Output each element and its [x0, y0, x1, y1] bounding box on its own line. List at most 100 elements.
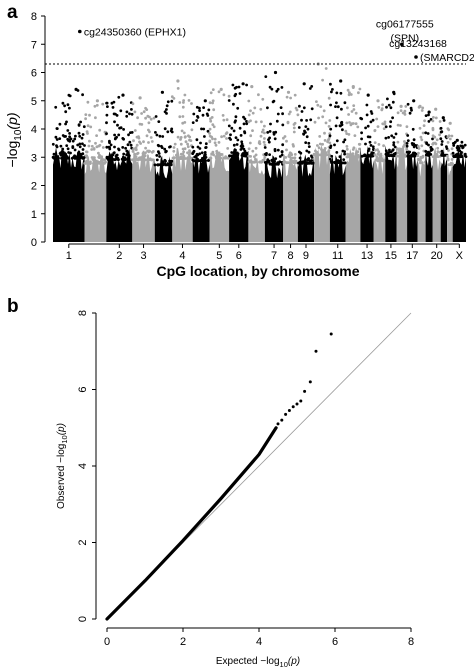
cpg-point — [218, 156, 222, 160]
x-tick-label: 4 — [179, 250, 185, 262]
cpg-point — [63, 156, 67, 160]
cpg-point — [366, 135, 370, 139]
cpg-point — [170, 95, 174, 99]
cpg-point — [200, 127, 203, 131]
cpg-point — [66, 156, 70, 160]
cpg-point — [367, 154, 371, 158]
cpg-point — [132, 147, 136, 151]
cpg-point — [373, 129, 377, 132]
cpg-point — [81, 148, 85, 151]
cpg-point — [251, 129, 254, 133]
cpg-point — [195, 138, 199, 142]
cpg-point — [421, 106, 425, 110]
cpg-point — [293, 156, 297, 160]
cpg-point — [392, 141, 396, 145]
cpg-point — [179, 152, 183, 156]
cpg-point — [160, 144, 163, 148]
cpg-point — [343, 150, 346, 154]
x-tick-label: 20 — [431, 250, 443, 262]
cpg-point — [182, 131, 186, 135]
annotation-label: (SPN) — [390, 32, 419, 44]
cpg-point — [387, 150, 391, 154]
cpg-point — [276, 148, 280, 152]
cpg-point — [283, 135, 287, 138]
cpg-point — [269, 122, 272, 126]
cpg-point — [198, 147, 202, 150]
cpg-point — [208, 139, 212, 143]
cpg-point — [95, 134, 98, 138]
qq-y-tick-label: 0 — [77, 616, 89, 622]
cpg-point — [115, 157, 119, 161]
cpg-point — [387, 136, 390, 139]
cpg-point — [234, 92, 238, 96]
cpg-point — [299, 151, 303, 155]
cpg-point — [366, 124, 370, 128]
cpg-point — [403, 140, 406, 143]
cpg-point — [413, 144, 417, 147]
cpg-point — [328, 119, 332, 122]
cpg-point — [225, 118, 229, 122]
cpg-point — [68, 132, 71, 135]
cpg-point — [310, 159, 314, 162]
cpg-point — [329, 127, 333, 131]
cpg-point — [344, 129, 348, 133]
cpg-point — [346, 106, 349, 110]
cpg-point — [342, 140, 345, 144]
cpg-point — [274, 157, 278, 161]
cpg-point — [203, 135, 206, 138]
cpg-point — [125, 153, 128, 157]
cpg-point — [360, 131, 363, 135]
cpg-point — [461, 146, 464, 150]
cpg-point — [416, 154, 420, 158]
cpg-point — [364, 126, 367, 130]
chromosome-12-body — [283, 153, 298, 242]
qq-y-label-sub: 10 — [60, 435, 69, 443]
cpg-point — [225, 131, 229, 135]
cpg-point — [382, 127, 386, 130]
chromosome-17-body — [360, 145, 374, 242]
cpg-point — [411, 143, 415, 147]
y-label-main: −log — [4, 141, 20, 168]
cpg-point — [163, 147, 167, 151]
cpg-point — [396, 154, 400, 158]
cpg-point — [328, 134, 332, 138]
cpg-point — [109, 143, 113, 147]
cpg-point — [318, 142, 322, 146]
cpg-point — [71, 139, 75, 143]
cpg-point — [280, 150, 284, 153]
cpg-point — [352, 146, 356, 150]
qq-point — [291, 405, 295, 409]
cpg-point — [164, 159, 167, 163]
cpg-point — [431, 142, 435, 146]
cpg-point — [89, 125, 93, 129]
cpg-point — [212, 108, 216, 112]
chromosome-24-body — [432, 147, 441, 242]
qq-y-label-main: Observed −log — [56, 444, 67, 509]
chromosome-14-body — [314, 144, 330, 242]
x-tick-label: 11 — [332, 250, 343, 262]
cpg-point — [85, 154, 88, 158]
cpg-point — [190, 102, 193, 105]
cpg-point — [166, 100, 170, 104]
cpg-point — [209, 91, 213, 95]
cpg-point — [327, 150, 330, 154]
cpg-point — [186, 145, 190, 149]
cpg-point — [320, 148, 323, 151]
cpg-point — [348, 121, 351, 124]
cpg-point — [309, 118, 313, 122]
cpg-point — [377, 106, 381, 109]
chromosome-7-points — [191, 99, 211, 242]
cpg-point — [182, 150, 186, 154]
cpg-point — [304, 161, 308, 165]
cpg-point — [399, 109, 403, 112]
cpg-point — [232, 143, 236, 147]
cpg-point — [422, 124, 426, 127]
chromosome-11-points — [263, 70, 285, 242]
cpg-point — [425, 141, 428, 145]
cpg-point — [260, 120, 263, 124]
cpg-point — [292, 126, 296, 130]
cpg-point — [262, 158, 266, 162]
cpg-point — [129, 143, 133, 147]
chromosome-peak-point — [376, 99, 380, 103]
cpg-point — [335, 101, 338, 105]
